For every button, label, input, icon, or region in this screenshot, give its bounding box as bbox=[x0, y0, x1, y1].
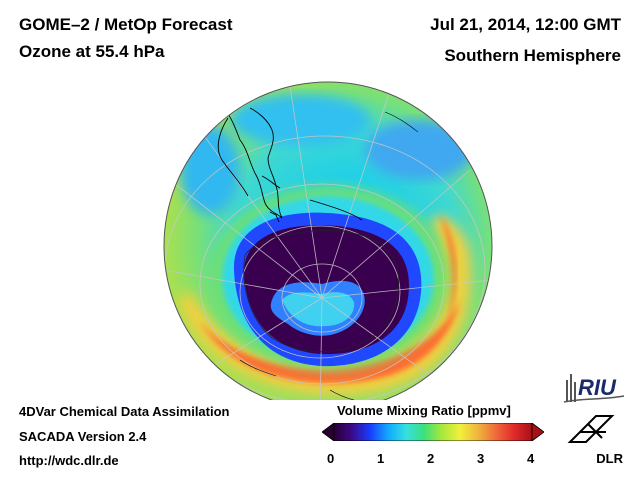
colorbar bbox=[322, 423, 544, 441]
colorbar-tick-2: 2 bbox=[427, 451, 435, 466]
south-atlantic-detail bbox=[384, 111, 419, 133]
dlr-logo-text: DLR bbox=[596, 451, 623, 466]
hemisphere-label: Southern Hemisphere bbox=[444, 46, 621, 65]
footer-url: http://wdc.dlr.de bbox=[19, 453, 119, 468]
antarctic-peninsula bbox=[309, 199, 363, 221]
map-title: GOME–2 / MetOp Forecast bbox=[19, 15, 233, 34]
riu-logo: RIU bbox=[563, 374, 625, 403]
ozone-inner-core bbox=[282, 292, 355, 327]
australia-coast-detail bbox=[329, 389, 363, 400]
colorbar-title: Volume Mixing Ratio [ppmv] bbox=[337, 403, 511, 418]
coastlines bbox=[217, 107, 419, 400]
antarctica-coast bbox=[243, 230, 400, 353]
riu-logo-bar-2 bbox=[570, 374, 572, 402]
colorbar-tick-0: 0 bbox=[327, 451, 335, 466]
colorbar-tick-4: 4 bbox=[527, 451, 535, 466]
dlr-logo-mark bbox=[567, 415, 615, 443]
ozone-band-max bbox=[200, 300, 460, 384]
colorbar-right-arrow bbox=[531, 423, 544, 441]
ozone-band-west bbox=[180, 125, 240, 215]
colorbar-tick-3: 3 bbox=[477, 451, 485, 466]
south-america-inner bbox=[217, 117, 249, 197]
ozone-band-northeast bbox=[365, 120, 475, 180]
south-america-detail bbox=[261, 175, 281, 189]
riu-logo-swoosh bbox=[563, 395, 625, 403]
ozone-band-east-max bbox=[440, 215, 457, 325]
riu-logo-text: RIU bbox=[578, 375, 617, 400]
colorbar-left-arrow bbox=[322, 423, 335, 441]
south-america-coast bbox=[224, 107, 283, 219]
riu-logo-bar-1 bbox=[566, 380, 568, 402]
map-subtitle: Ozone at 55.4 hPa bbox=[19, 42, 165, 61]
ozone-globe-map bbox=[163, 81, 493, 400]
colorbar-tick-1: 1 bbox=[377, 451, 385, 466]
colorbar-scale bbox=[333, 423, 533, 441]
pacific-detail bbox=[239, 359, 277, 377]
footer-version: SACADA Version 2.4 bbox=[19, 429, 147, 444]
tierra-del-fuego bbox=[269, 211, 280, 223]
riu-logo-bar-3 bbox=[574, 382, 576, 402]
dlr-logo bbox=[567, 415, 615, 443]
ozone-band-north bbox=[230, 94, 370, 146]
footer-method: 4DVar Chemical Data Assimilation bbox=[19, 404, 230, 419]
forecast-datetime: Jul 21, 2014, 12:00 GMT bbox=[430, 15, 621, 34]
globe-outline bbox=[163, 81, 493, 400]
